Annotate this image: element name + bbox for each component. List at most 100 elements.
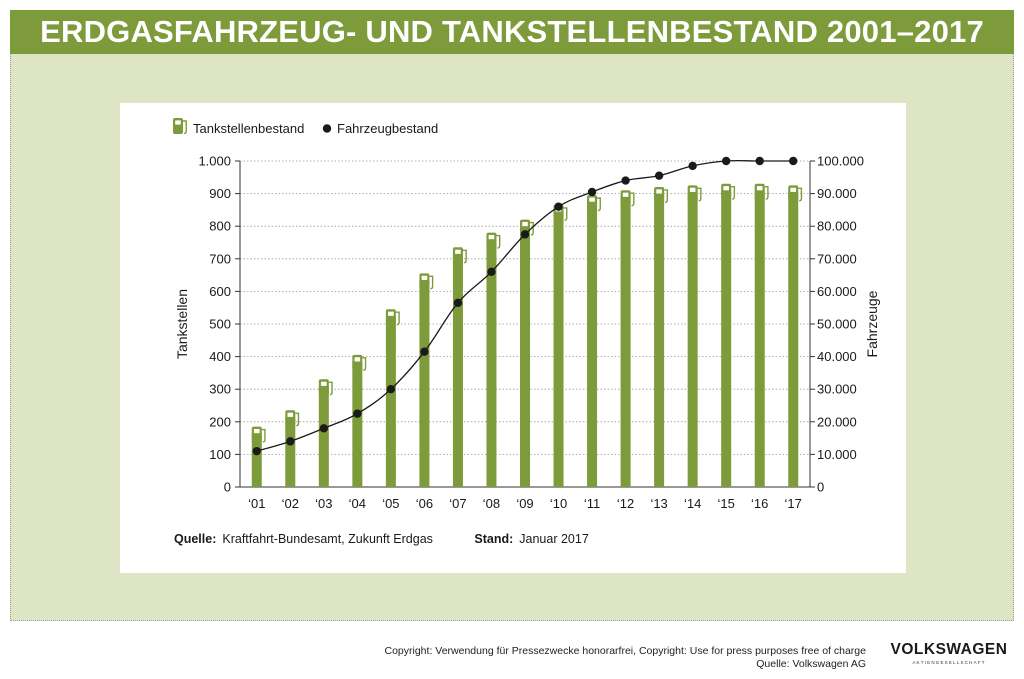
pump-window — [522, 221, 528, 227]
pump-window — [455, 249, 461, 254]
fahrzeug-point — [420, 347, 429, 356]
right-tick-label: 30.000 — [817, 382, 857, 397]
pump-window — [421, 275, 428, 280]
chart-card: 0 100 200 300 400 500 600 700 800 900 1.000 0 10.000… — [120, 103, 906, 573]
pump-window — [723, 186, 729, 191]
right-tick-label: 50.000 — [817, 317, 857, 332]
left-tick-label: 200 — [209, 414, 231, 429]
pump-window — [321, 381, 327, 386]
fahrzeug-point — [453, 298, 463, 308]
pump-window — [656, 189, 662, 194]
right-tick-label: 40.000 — [817, 349, 857, 364]
bar — [352, 361, 363, 487]
bar-pump-icon — [419, 273, 434, 290]
left-tick-label: 1.000 — [198, 154, 231, 169]
fahrzeug-point — [587, 187, 597, 197]
chart-title: ERDGASFAHRZEUG- UND TANKSTELLENBESTAND 2… — [40, 14, 984, 49]
x-tick-label: ‘08 — [483, 496, 500, 511]
title-banner: ERDGASFAHRZEUG- UND TANKSTELLENBESTAND 2… — [10, 10, 1014, 54]
bar — [251, 433, 262, 487]
x-tick-label: ‘06 — [416, 496, 433, 511]
fahrzeug-point — [286, 437, 295, 446]
x-tick-label: ‘05 — [382, 496, 399, 511]
footer-source-text: Quelle: Volkswagen AG — [756, 658, 866, 670]
pump-body — [654, 186, 665, 203]
bar — [687, 192, 698, 487]
bar-pump-icon — [318, 379, 333, 396]
right-tick-label: 10.000 — [817, 447, 857, 462]
pump-hose — [496, 234, 501, 249]
x-tick-label: ‘02 — [282, 496, 299, 511]
pump-hose — [462, 249, 467, 264]
right-axis-title: Fahrzeuge — [864, 290, 880, 357]
x-tick-label: ‘12 — [617, 496, 634, 511]
bar-pump-icon — [587, 195, 601, 212]
pump-window — [790, 187, 797, 192]
bar-pump-icon — [486, 232, 501, 249]
logo-name: VOLKSWAGEN — [890, 641, 1008, 658]
x-tick-label: ‘10 — [550, 496, 567, 511]
x-tick-label: ‘04 — [349, 496, 366, 511]
pump-window — [253, 428, 260, 434]
pump-hose — [798, 187, 803, 202]
legend-label-tankstellen: Tankstellenbestand — [193, 121, 304, 136]
left-tick-label: 700 — [209, 251, 231, 266]
x-tick-label: ‘17 — [785, 496, 802, 511]
fahrzeug-point — [319, 424, 329, 433]
bar — [385, 316, 396, 487]
pump-hose — [328, 381, 333, 396]
copyright-text: Copyright: Verwendung für Pressezwecke h… — [384, 645, 867, 657]
source-value: Kraftfahrt-Bundesamt, Zukunft Erdgas — [222, 532, 433, 546]
x-tick-label: ‘13 — [650, 496, 667, 511]
right-tick-label: 60.000 — [817, 284, 857, 299]
x-tick-label: ‘03 — [315, 496, 332, 511]
bar — [452, 254, 463, 487]
bar-pump-icon — [251, 426, 266, 443]
pump-hose — [261, 428, 266, 443]
stand-label: Stand: — [474, 532, 514, 546]
source-label: Quelle: — [174, 532, 217, 546]
x-tick-label: ‘01 — [248, 496, 265, 511]
pump-hose — [697, 187, 702, 202]
bar — [419, 280, 430, 487]
pump-hose — [183, 120, 187, 135]
x-tick-label: ‘09 — [516, 496, 533, 511]
left-tick-label: 300 — [209, 382, 231, 397]
logo-subtitle: AKTIENGESELLSCHAFT — [912, 660, 986, 665]
pump-hose — [597, 197, 601, 212]
pump-hose — [530, 221, 534, 236]
left-tick-label: 400 — [209, 349, 231, 364]
bar-pump-icon — [385, 309, 400, 326]
volkswagen-logo: VOLKSWAGEN AKTIENGESELLSCHAFT — [888, 641, 1010, 665]
fahrzeug-point — [621, 176, 630, 185]
pump-hose — [764, 186, 769, 200]
fahrzeug-point — [386, 385, 396, 394]
pump-body — [251, 426, 262, 443]
pump-window — [689, 187, 696, 192]
bar — [754, 190, 765, 487]
bar — [587, 202, 598, 487]
pump-window — [287, 412, 294, 417]
bar-pump-icon — [654, 186, 669, 204]
bar-pump-icon — [352, 354, 367, 371]
x-tick-label: ‘14 — [684, 496, 701, 511]
footer-copyright-block: Copyright: Verwendung für Pressezwecke h… — [385, 645, 867, 671]
fahrzeug-point — [654, 171, 664, 180]
bar — [285, 417, 296, 487]
bar — [721, 190, 732, 487]
pump-body — [587, 195, 598, 212]
pump-window — [354, 357, 361, 362]
bar — [318, 386, 329, 487]
pump-window — [589, 197, 595, 202]
left-tick-label: 0 — [224, 480, 231, 495]
pump-body — [352, 354, 363, 371]
fahrzeug-point — [252, 446, 261, 456]
fahrzeug-point — [789, 156, 798, 166]
bar-pump-icon — [285, 410, 300, 427]
bar — [520, 226, 530, 487]
fahrzeug-point — [721, 156, 731, 166]
right-tick-label: 20.000 — [817, 414, 857, 429]
pump-hose — [664, 189, 669, 204]
pump-hose — [295, 412, 300, 427]
chart-svg: 0 100 200 300 400 500 600 700 800 900 1.000 0 10.000… — [173, 118, 880, 511]
